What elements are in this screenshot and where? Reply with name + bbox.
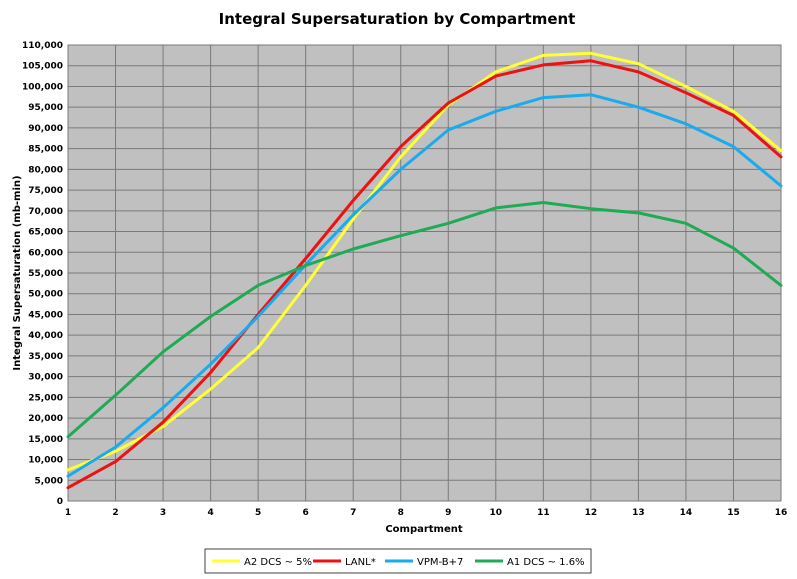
y-tick-label: 35,000	[28, 352, 63, 362]
y-tick-label: 110,000	[22, 41, 63, 51]
x-tick-label: 9	[445, 508, 451, 518]
y-tick-label: 45,000	[28, 310, 63, 320]
y-axis-ticks: 0 5,000 10,000 15,000 20,000 25,000 30,000 35,0…	[22, 41, 63, 507]
y-tick-label: 70,000	[28, 207, 63, 217]
x-tick-label: 15	[727, 508, 740, 518]
y-tick-label: 80,000	[28, 165, 63, 175]
y-tick-label: 95,000	[28, 103, 63, 113]
y-tick-label: 30,000	[28, 373, 63, 383]
y-tick-label: 65,000	[28, 228, 63, 238]
x-tick-label: 16	[775, 508, 788, 518]
y-tick-label: 55,000	[28, 269, 63, 279]
x-tick-label: 1	[65, 508, 71, 518]
x-axis-ticks: 1 2 3 4 5 6 7 8 9 10 11 12 13 14 15 16	[65, 508, 787, 518]
x-tick-label: 7	[350, 508, 356, 518]
y-axis-title: Integral Supersaturation (mb-min)	[12, 175, 23, 370]
x-tick-label: 8	[398, 508, 404, 518]
y-tick-label: 20,000	[28, 414, 63, 424]
legend-box	[204, 548, 592, 574]
series-lines	[66, 51, 783, 490]
x-tick-label: 11	[537, 508, 550, 518]
y-tick-label: 40,000	[28, 331, 63, 341]
series-line-3	[66, 93, 783, 478]
series-line-4	[66, 201, 783, 439]
x-tick-label: 3	[160, 508, 166, 518]
y-tick-label: 90,000	[28, 124, 63, 134]
y-tick-label: 10,000	[28, 456, 63, 466]
y-tick-label: 5,000	[35, 476, 63, 486]
x-tick-label: 13	[632, 508, 645, 518]
x-tick-label: 2	[112, 508, 118, 518]
y-tick-label: 100,000	[22, 82, 63, 92]
y-tick-label: 60,000	[28, 248, 63, 258]
series-line-2	[66, 59, 783, 490]
x-tick-label: 5	[255, 508, 261, 518]
legend-label-2: LANL*	[345, 557, 376, 568]
x-tick-label: 4	[207, 508, 213, 518]
y-tick-label: 105,000	[22, 62, 63, 72]
y-tick-label: 0	[57, 497, 63, 507]
y-tick-label: 15,000	[28, 435, 63, 445]
y-tick-label: 75,000	[28, 186, 63, 196]
x-tick-label: 6	[303, 508, 309, 518]
legend-label-1: A2 DCS ~ 5%	[244, 557, 312, 568]
y-tick-label: 25,000	[28, 393, 63, 403]
x-axis-title: Compartment	[385, 524, 463, 535]
x-tick-label: 14	[680, 508, 693, 518]
legend-label-3: VPM-B+7	[417, 557, 463, 568]
series-line-1	[66, 51, 783, 472]
x-tick-label: 10	[490, 508, 503, 518]
x-tick-label: 12	[585, 508, 598, 518]
legend: A2 DCS ~ 5% LANL* VPM-B+7 A1 DCS ~ 1.6%	[204, 548, 592, 574]
legend-label-4: A1 DCS ~ 1.6%	[507, 557, 585, 568]
y-tick-label: 85,000	[28, 145, 63, 155]
y-tick-label: 50,000	[28, 290, 63, 300]
legend-items: A2 DCS ~ 5% LANL* VPM-B+7 A1 DCS ~ 1.6%	[212, 557, 585, 568]
chart-title: Integral Supersaturation by Compartment	[219, 10, 576, 28]
